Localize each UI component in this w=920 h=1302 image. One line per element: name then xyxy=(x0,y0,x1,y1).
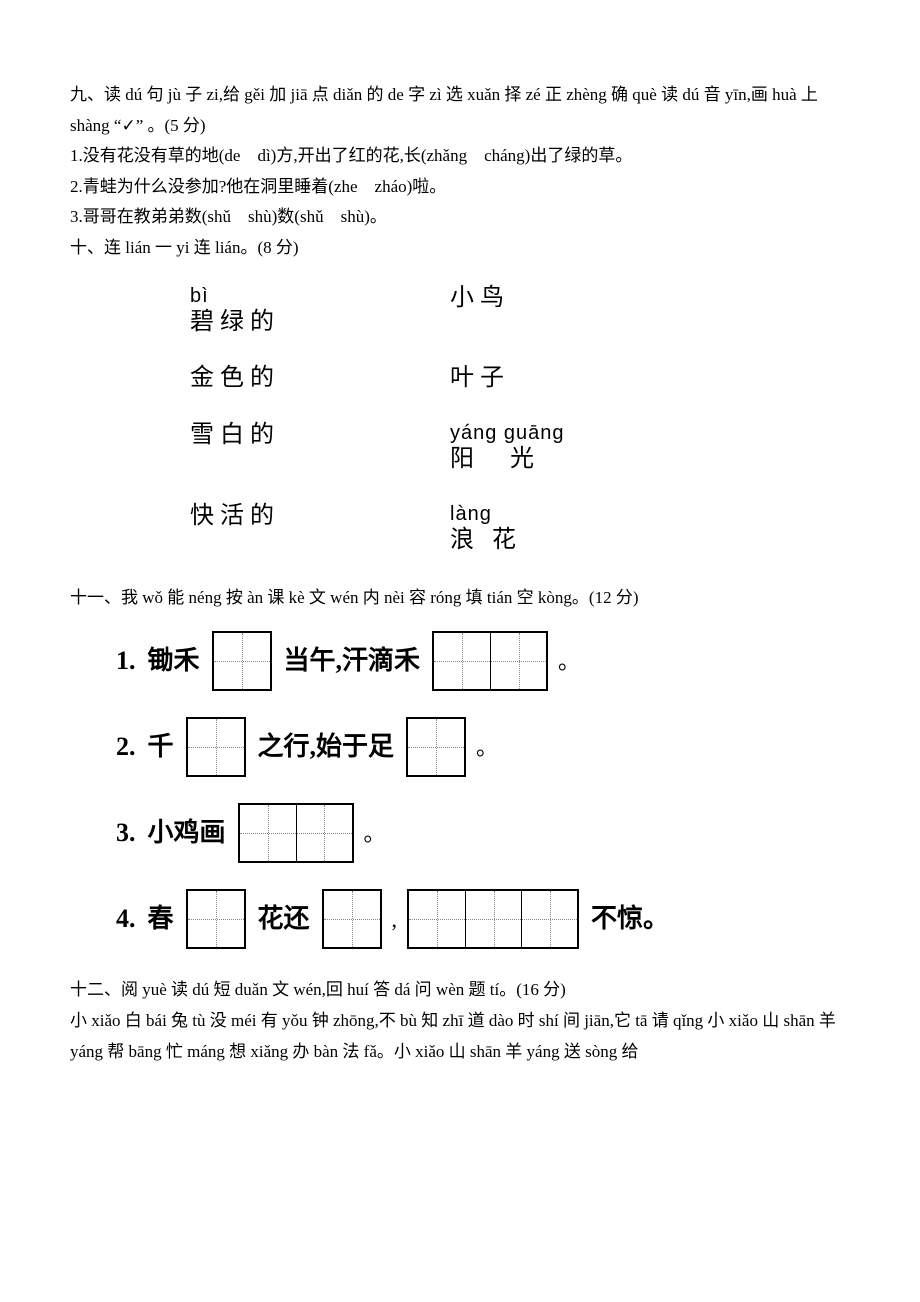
hanzi-label: 雪白的 xyxy=(190,421,450,450)
fill-text: 不惊。 xyxy=(591,896,669,943)
char-box[interactable] xyxy=(324,891,380,947)
q10-matching: bì 碧绿的 小鸟 金色的 叶子 雪白的 xyxy=(190,284,850,555)
fill-number: 4. xyxy=(116,896,136,943)
fill-row: 4. 春 花还, 不惊。 xyxy=(110,889,850,949)
fill-text: 当午,汗滴禾 xyxy=(284,638,421,685)
pinyin-label: làng xyxy=(450,502,650,526)
fill-text: 锄禾 xyxy=(148,638,200,685)
q9-item-1: 1.没有花没有草的地(de dì)方,开出了红的花,长(zhǎng cháng)… xyxy=(70,141,850,172)
char-box-group[interactable] xyxy=(212,631,272,691)
char-box-group[interactable] xyxy=(186,717,246,777)
fill-text: 之行,始于足 xyxy=(258,724,395,771)
char-box-group[interactable] xyxy=(186,889,246,949)
hanzi-label: 阳 光 xyxy=(450,445,650,474)
q11-fill-section: 1.锄禾当午,汗滴禾。2.千之行,始于足。3.小鸡画。4.春花还,不惊。 xyxy=(110,631,850,949)
punctuation: , xyxy=(392,900,398,940)
char-box[interactable] xyxy=(214,633,270,689)
q9-item-2: 2.青蛙为什么没参加?他在洞里睡着(zhe zháo)啦。 xyxy=(70,172,850,203)
pinyin-label: yáng guāng xyxy=(450,421,650,445)
match-row: 快活的 làng 浪 花 xyxy=(190,502,850,555)
char-box[interactable] xyxy=(409,891,465,947)
fill-row: 3. 小鸡画 。 xyxy=(110,803,850,863)
char-box[interactable] xyxy=(521,891,577,947)
fill-number: 2. xyxy=(116,724,136,771)
match-row: 金色的 叶子 xyxy=(190,364,850,393)
char-box-group[interactable] xyxy=(406,717,466,777)
fill-text: 千 xyxy=(148,724,174,771)
char-box[interactable] xyxy=(296,805,352,861)
fill-text: 花还 xyxy=(258,896,310,943)
match-row: 雪白的 yáng guāng 阳 光 xyxy=(190,421,850,474)
hanzi-label: 叶子 xyxy=(450,364,650,393)
char-box[interactable] xyxy=(490,633,546,689)
q12-body: 小 xiǎo 白 bái 兔 tù 没 méi 有 yǒu 钟 zhōng,不 … xyxy=(70,1006,850,1067)
char-box[interactable] xyxy=(434,633,490,689)
hanzi-label: 浪 花 xyxy=(450,526,650,555)
fill-number: 1. xyxy=(116,638,136,685)
fill-row: 2. 千 之行,始于足 。 xyxy=(110,717,850,777)
hanzi-label: 小鸟 xyxy=(450,284,650,313)
punctuation: 。 xyxy=(558,642,580,682)
hanzi-label: 碧绿的 xyxy=(190,308,450,337)
q10-title: 十、连 lián 一 yi 连 lián。(8 分) xyxy=(70,233,850,264)
q11-title: 十一、我 wǒ 能 néng 按 àn 课 kè 文 wén 内 nèi 容 r… xyxy=(70,583,850,614)
q12-title: 十二、阅 yuè 读 dú 短 duǎn 文 wén,回 huí 答 dá 问 … xyxy=(70,975,850,1006)
match-row: bì 碧绿的 小鸟 xyxy=(190,284,850,337)
hanzi-label: 金色的 xyxy=(190,364,450,393)
q9-item-3: 3.哥哥在教弟弟数(shǔ shù)数(shǔ shù)。 xyxy=(70,202,850,233)
char-box[interactable] xyxy=(188,891,244,947)
hanzi-label: 快活的 xyxy=(190,502,450,531)
char-box[interactable] xyxy=(188,719,244,775)
fill-number: 3. xyxy=(116,810,136,857)
char-box-group[interactable] xyxy=(322,889,382,949)
fill-text: 小鸡画 xyxy=(148,810,226,857)
char-box[interactable] xyxy=(465,891,521,947)
punctuation: 。 xyxy=(364,814,386,854)
char-box-group[interactable] xyxy=(407,889,579,949)
q9-title: 九、读 dú 句 jù 子 zi,给 gěi 加 jiā 点 diǎn 的 de… xyxy=(70,80,850,141)
char-box[interactable] xyxy=(408,719,464,775)
char-box[interactable] xyxy=(240,805,296,861)
punctuation: 。 xyxy=(476,728,498,768)
char-box-group[interactable] xyxy=(432,631,548,691)
pinyin-label: bì xyxy=(190,284,450,308)
fill-row: 1. 锄禾 当午,汗滴禾 。 xyxy=(110,631,850,691)
char-box-group[interactable] xyxy=(238,803,354,863)
fill-text: 春 xyxy=(148,896,174,943)
